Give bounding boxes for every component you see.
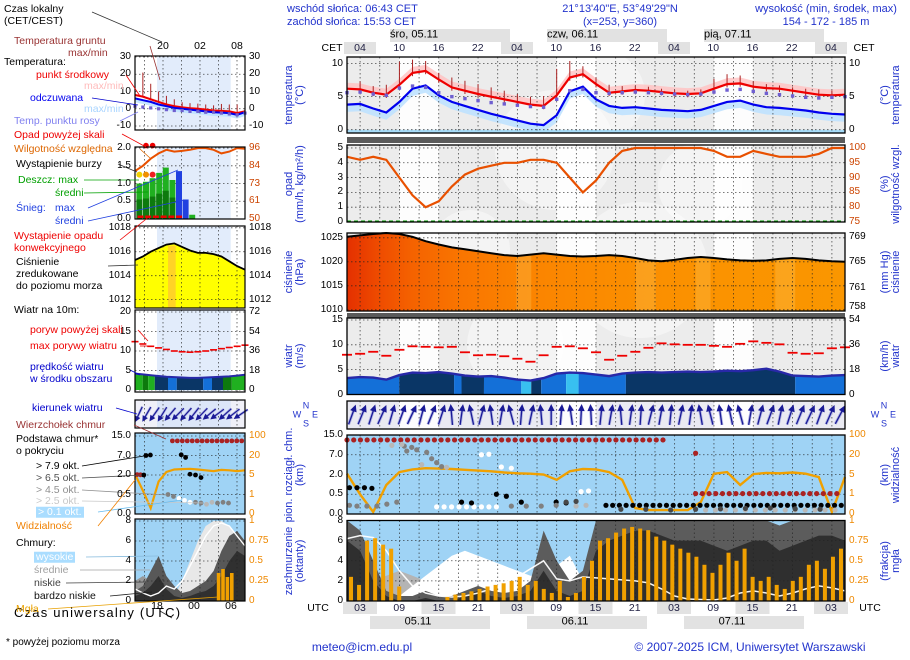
axis-title-left: temperatura (°C): [283, 65, 306, 125]
sunrise-time: wschód słońca: 06:43 CET: [287, 3, 418, 15]
axis-title-right: (km/h) wiatr: [879, 340, 902, 372]
copyright: © 2007-2025 ICM, Uniwersytet Warszawski: [634, 640, 866, 654]
footnote: * powyżej poziomu morza: [6, 637, 120, 648]
axis-title-left: ciśnienie (hPa): [283, 250, 306, 294]
axis-title-left: zachmurzenie (oktanty): [283, 526, 306, 595]
altitude-values: 154 - 172 - 185 m: [782, 16, 870, 28]
altitude-label: wysokość (min, środek, max): [755, 3, 897, 15]
location-coordinates: 21°13'40"E, 53°49'29"N: [562, 3, 678, 15]
axis-title-right: (frakcja) mgła: [879, 540, 902, 581]
grid-point: (x=253, y=360): [583, 16, 657, 28]
axis-title-left: pion. rozciągł. chm. (km): [283, 427, 306, 522]
sunset-time: zachód słońca: 15:53 CET: [287, 16, 417, 28]
axis-title-left: wiatr (m/s): [283, 343, 306, 369]
contact-email[interactable]: meteo@icm.edu.pl: [311, 640, 413, 654]
legend-leader-lines: [47, 11, 219, 619]
axis-title-right: (mm Hg) ciśnienie: [879, 250, 902, 294]
axis-title-right: (°C) temperatura: [879, 65, 902, 125]
axis-title-left: opad (mm/h, kg/m²/h): [283, 144, 306, 223]
utc-axis-label: Czas uniwersalny (UTC): [14, 605, 182, 620]
axis-title-right: (km) widzialność: [879, 446, 902, 503]
axis-title-right: (%) wilgotność wzgl.: [879, 143, 902, 224]
